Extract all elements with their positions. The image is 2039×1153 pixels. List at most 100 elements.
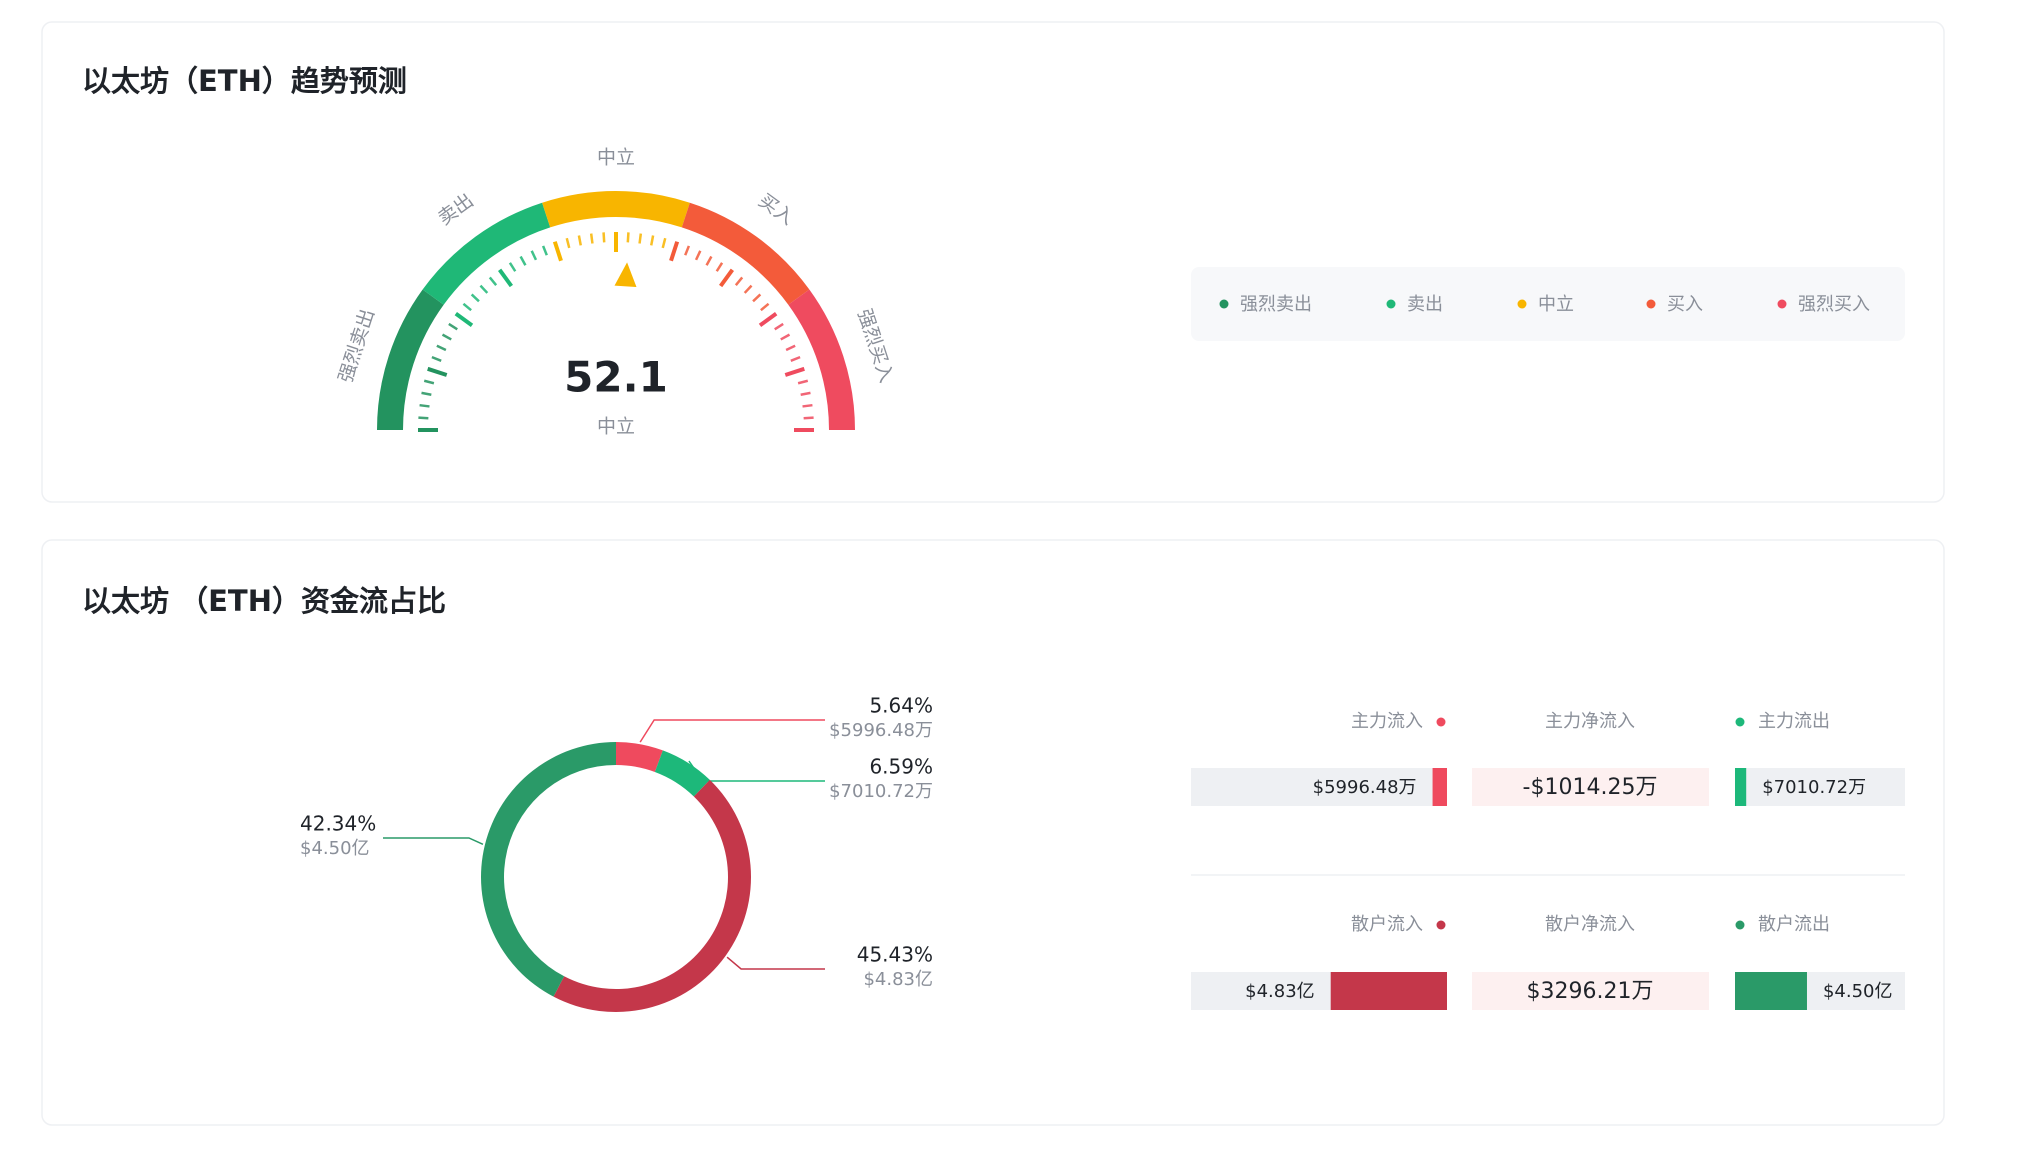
- gauge-zone: [681, 202, 810, 305]
- gauge-tick: [705, 255, 713, 266]
- outflow-bar: [1735, 972, 1807, 1010]
- legend-label: 强烈买入: [1798, 294, 1870, 315]
- gauge-tick: [743, 284, 753, 294]
- inflow-label: 散户流入: [1351, 914, 1423, 935]
- slice-percent: 42.34%: [300, 812, 376, 836]
- legend-dot: [1517, 299, 1527, 309]
- gauge-tick: [784, 366, 805, 377]
- gauge-tick: [774, 322, 784, 331]
- gauge-zone-label: 中立: [597, 147, 635, 169]
- gauge-tick: [498, 268, 513, 288]
- slice-amount: $7010.72万: [829, 781, 933, 802]
- slice-percent: 6.59%: [869, 755, 933, 779]
- gauge-tick: [790, 355, 801, 362]
- gauge-tick: [431, 355, 442, 362]
- inflow-amount: $5996.48万: [1313, 777, 1417, 798]
- gauge-tick: [715, 262, 724, 272]
- gauge-tick: [669, 241, 680, 262]
- net-label: 散户净流入: [1545, 914, 1635, 935]
- gauge-tick: [541, 245, 548, 256]
- inflow-dot: [1436, 717, 1446, 727]
- donut-slice: [553, 779, 751, 1013]
- gauge-tick: [441, 333, 452, 341]
- legend-dot: [1777, 299, 1787, 309]
- slice-percent: 5.64%: [869, 694, 933, 718]
- gauge-tick: [780, 333, 791, 341]
- net-box: [1472, 768, 1709, 806]
- leader-line: [726, 956, 825, 970]
- gauge-tick: [684, 245, 691, 256]
- gauge-tick: [448, 322, 458, 331]
- gauge-tick: [577, 235, 583, 246]
- gauge-tick: [803, 416, 814, 420]
- gauge-tick: [626, 232, 630, 243]
- inflow-box: [1191, 768, 1447, 806]
- gauge-tick: [589, 233, 594, 244]
- gauge-tick: [800, 391, 811, 397]
- gauge-tick: [785, 344, 796, 352]
- donut-slice: [616, 742, 663, 772]
- gauge-tick: [552, 241, 563, 262]
- outflow-label: 主力流出: [1758, 711, 1830, 732]
- flow-card: [41, 539, 1945, 1126]
- net-box: [1472, 972, 1709, 1010]
- gauge-tick: [734, 276, 744, 286]
- outflow-bar: [1735, 768, 1747, 806]
- legend-dot: [1646, 299, 1656, 309]
- gauge-tick: [421, 391, 432, 397]
- leader-line: [383, 837, 484, 846]
- gauge-tick: [419, 403, 430, 408]
- donut-slice: [654, 750, 710, 797]
- gauge-tick: [565, 237, 571, 249]
- donut-slice: [481, 742, 616, 997]
- legend-label: 买入: [1667, 294, 1703, 315]
- slice-amount: $4.83亿: [863, 969, 933, 990]
- gauge-tick: [470, 293, 480, 303]
- gauge-tick: [802, 403, 813, 408]
- net-label: 主力净流入: [1545, 711, 1635, 732]
- gauge-tick: [436, 344, 447, 352]
- legend-dot: [1386, 299, 1396, 309]
- leader-line: [688, 760, 825, 782]
- gauge-tick: [488, 276, 498, 286]
- slice-amount: $5996.48万: [829, 720, 933, 741]
- legend-label: 中立: [1538, 294, 1574, 315]
- flow-title: 以太坊 （ETH）资金流占比: [82, 584, 446, 618]
- gauge-tick: [638, 233, 643, 244]
- gauge-zone: [377, 289, 444, 430]
- outflow-dot: [1735, 920, 1745, 930]
- gauge-tick: [530, 250, 538, 261]
- gauge-tick: [418, 416, 429, 420]
- gauge-value-label: 中立: [597, 416, 635, 438]
- outflow-amount: $4.50亿: [1823, 981, 1893, 1002]
- inflow-label: 主力流入: [1351, 711, 1423, 732]
- gauge-tick: [454, 312, 474, 327]
- outflow-box: [1735, 768, 1905, 806]
- gauge-tick: [479, 284, 489, 294]
- slice-percent: 45.43%: [857, 943, 933, 967]
- legend-label: 卖出: [1407, 294, 1443, 315]
- gauge-tick: [797, 379, 809, 385]
- gauge-tick: [602, 232, 606, 243]
- inflow-bar: [1432, 768, 1447, 806]
- gauge-tick: [752, 293, 762, 303]
- outflow-dot: [1735, 717, 1745, 727]
- gauge-pointer: [614, 262, 637, 288]
- inflow-dot: [1436, 920, 1446, 930]
- outflow-amount: $7010.72万: [1762, 777, 1866, 798]
- gauge-tick: [519, 255, 527, 266]
- gauge-tick: [649, 235, 655, 246]
- gauge-tick: [719, 268, 734, 288]
- gauge-tick: [462, 302, 472, 312]
- slice-amount: $4.50亿: [300, 838, 370, 859]
- gauge-tick: [423, 379, 435, 385]
- gauge-tick: [508, 262, 517, 272]
- gauge-tick: [694, 250, 702, 261]
- inflow-amount: $4.83亿: [1245, 981, 1315, 1002]
- gauge-zone: [422, 202, 551, 305]
- gauge-tick: [758, 312, 778, 327]
- gauge-zone: [788, 289, 855, 430]
- gauge-value: 52.1: [564, 353, 668, 402]
